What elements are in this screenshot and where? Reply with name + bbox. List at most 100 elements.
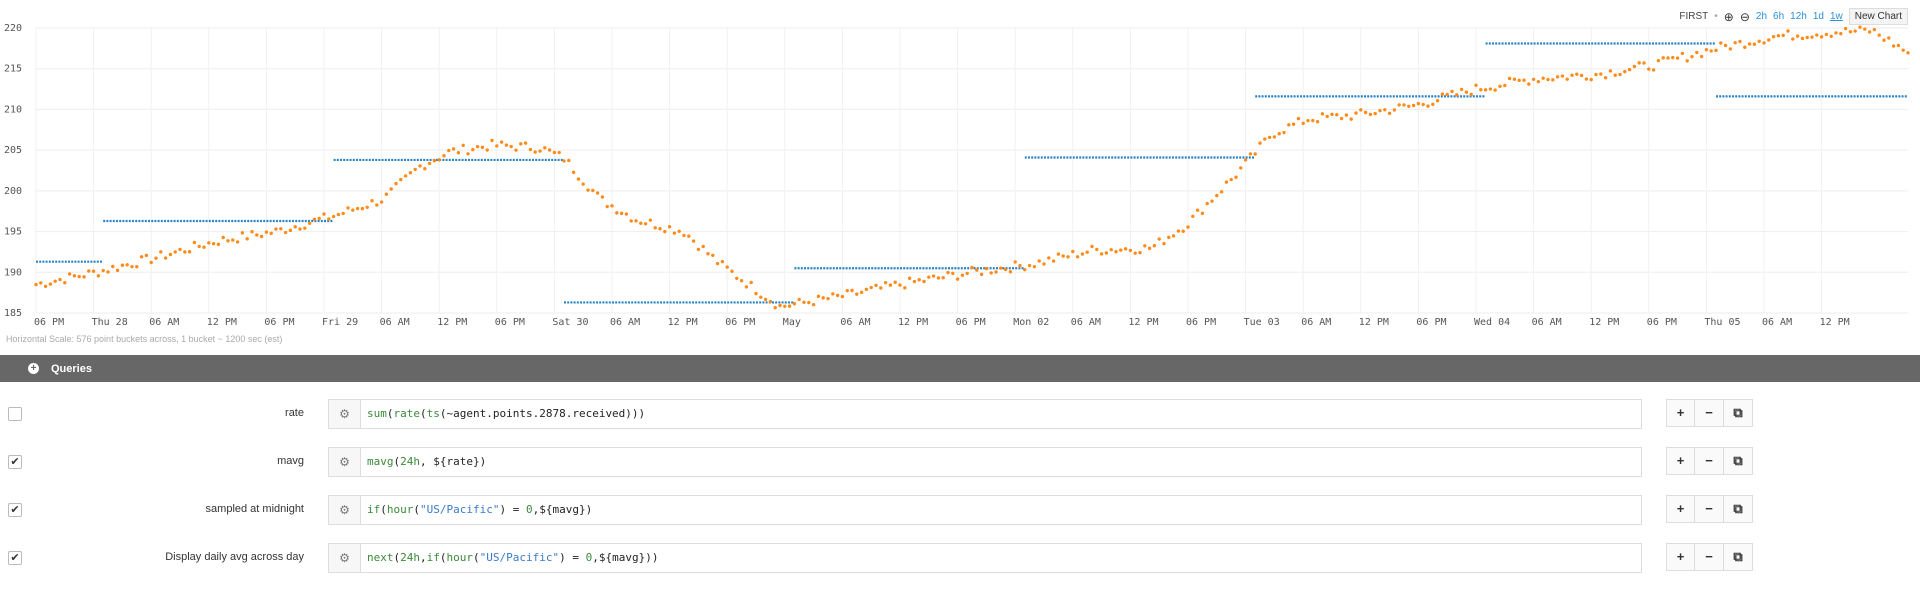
add-query-button[interactable]: +	[1666, 399, 1695, 427]
series-orange-point	[1104, 251, 1109, 255]
series-orange-point	[768, 299, 773, 304]
remove-query-button[interactable]: −	[1695, 543, 1724, 571]
query-name[interactable]: mavg	[277, 455, 304, 467]
series-orange-point	[1234, 175, 1238, 179]
copy-query-button[interactable]: ⧉	[1724, 495, 1753, 523]
remove-query-button[interactable]: −	[1695, 447, 1724, 475]
queries-header[interactable]: + Queries	[0, 355, 1920, 382]
series-orange-point	[1829, 34, 1833, 38]
copy-query-button[interactable]: ⧉	[1724, 447, 1753, 475]
range-6h[interactable]: 6h	[1773, 11, 1785, 22]
series-orange-point	[955, 277, 960, 281]
gear-icon[interactable]: ⚙	[328, 495, 360, 525]
query-expression-input[interactable]: next(24h,if(hour("US/Pacific") = 0,${mav…	[360, 543, 1642, 573]
query-name[interactable]: rate	[285, 407, 304, 419]
series-orange-point	[1215, 193, 1219, 198]
series-orange-point	[274, 227, 278, 231]
gear-icon[interactable]: ⚙	[328, 543, 360, 573]
query-expression-input[interactable]: mavg(24h, ${rate})	[360, 447, 1642, 477]
query-name[interactable]: sampled at midnight	[205, 503, 304, 515]
range-12h[interactable]: 12h	[1790, 11, 1807, 22]
series-orange-point	[1243, 158, 1248, 162]
series-orange-point	[120, 263, 125, 267]
query-expression-input[interactable]: if(hour("US/Pacific") = 0,${mavg})	[360, 495, 1642, 525]
series-orange-point	[907, 276, 912, 280]
series-orange-point	[1061, 254, 1065, 258]
x-tick-label: 06 AM	[1762, 317, 1792, 328]
query-expression-input[interactable]: sum(rate(ts(~agent.points.2878.received)…	[360, 399, 1642, 429]
gear-icon[interactable]: ⚙	[328, 399, 360, 429]
range-1w[interactable]: 1w	[1829, 11, 1843, 22]
series-orange-point	[1455, 93, 1459, 97]
series-orange-point	[240, 231, 245, 235]
series-orange-point	[346, 206, 350, 210]
series-orange-point	[279, 227, 283, 231]
zoom-in-icon[interactable]: ⊕	[1723, 9, 1734, 24]
series-orange-point	[1531, 77, 1536, 81]
y-tick-label: 185	[4, 308, 22, 319]
series-orange-point	[1762, 41, 1766, 45]
series-orange-point	[1402, 103, 1406, 107]
new-chart-button[interactable]: New Chart	[1848, 8, 1908, 25]
series-orange-point	[1575, 72, 1579, 76]
series-orange-point	[1047, 256, 1051, 260]
series-orange-point	[1853, 29, 1857, 33]
series-orange-point	[1320, 112, 1325, 116]
range-2h[interactable]: 2h	[1755, 11, 1768, 22]
chart-area[interactable]: 185 190 195 200 205 210 215 220 06 PM Thu 28 06 AM…	[0, 0, 1920, 350]
series-orange-point	[639, 221, 643, 225]
chart-canvas[interactable]: 185 190 195 200 205 210 215 220 06 PM Thu 28 06 AM…	[0, 0, 1920, 340]
x-tick-label: 06 PM	[34, 317, 64, 328]
copy-query-button[interactable]: ⧉	[1724, 399, 1753, 427]
series-orange-point	[1800, 36, 1805, 41]
series-orange-point	[1891, 44, 1896, 48]
chart-toolbar: FIRST • ⊕ ⊖ 2h 6h 12h 1d 1w New Chart	[1679, 8, 1908, 25]
series-orange-point	[850, 288, 854, 293]
add-query-button[interactable]: +	[1666, 543, 1695, 571]
remove-query-button[interactable]: −	[1695, 399, 1724, 427]
series-orange-point	[1263, 137, 1267, 141]
y-tick-label: 215	[4, 64, 22, 75]
series-orange-point	[552, 150, 557, 155]
series-orange-point	[1450, 89, 1454, 94]
copy-query-button[interactable]: ⧉	[1724, 543, 1753, 571]
toolbar-separator: •	[1714, 11, 1718, 22]
gear-icon[interactable]: ⚙	[328, 447, 360, 477]
series-orange-point	[307, 221, 312, 226]
plus-circle-icon[interactable]: +	[28, 363, 39, 374]
series-orange-point	[231, 238, 235, 242]
x-tick-label: 06 AM	[1301, 317, 1331, 328]
series-orange-point	[749, 280, 753, 285]
series-orange-point	[1363, 110, 1368, 115]
series-orange-point	[778, 303, 782, 308]
series-orange-point	[192, 240, 197, 245]
series-orange-point	[591, 188, 595, 193]
x-tick-label: Sat 30	[552, 317, 588, 328]
query-name[interactable]: Display daily avg across day	[165, 551, 304, 563]
query-enabled-checkbox[interactable]: ✔	[8, 455, 22, 469]
series-orange-point	[1493, 88, 1497, 92]
series-orange-point	[1632, 64, 1637, 69]
series-orange-point	[1181, 229, 1185, 233]
series-orange-point	[1330, 112, 1334, 117]
series-orange-point	[586, 188, 590, 192]
remove-query-button[interactable]: −	[1695, 495, 1724, 523]
add-query-button[interactable]: +	[1666, 447, 1695, 475]
series-orange-point	[888, 283, 893, 287]
series-orange-point	[1056, 252, 1061, 256]
series-orange-point	[1872, 27, 1877, 32]
query-enabled-checkbox[interactable]: ✔	[8, 551, 22, 565]
series-orange-point	[1162, 241, 1166, 246]
series-orange-point	[653, 226, 657, 230]
zoom-out-icon[interactable]: ⊖	[1739, 9, 1750, 24]
range-1d[interactable]: 1d	[1812, 11, 1824, 22]
y-tick-label: 195	[4, 227, 22, 238]
query-enabled-checkbox[interactable]: ✔	[8, 503, 22, 517]
query-enabled-checkbox[interactable]	[8, 407, 22, 421]
queries-header-label: Queries	[51, 362, 92, 375]
add-query-button[interactable]: +	[1666, 495, 1695, 523]
x-tick-label: Wed 04	[1474, 317, 1510, 328]
summarization-selector[interactable]: FIRST	[1679, 11, 1709, 22]
series-orange-point	[581, 182, 585, 186]
x-tick-label: 06 AM	[1532, 317, 1562, 328]
